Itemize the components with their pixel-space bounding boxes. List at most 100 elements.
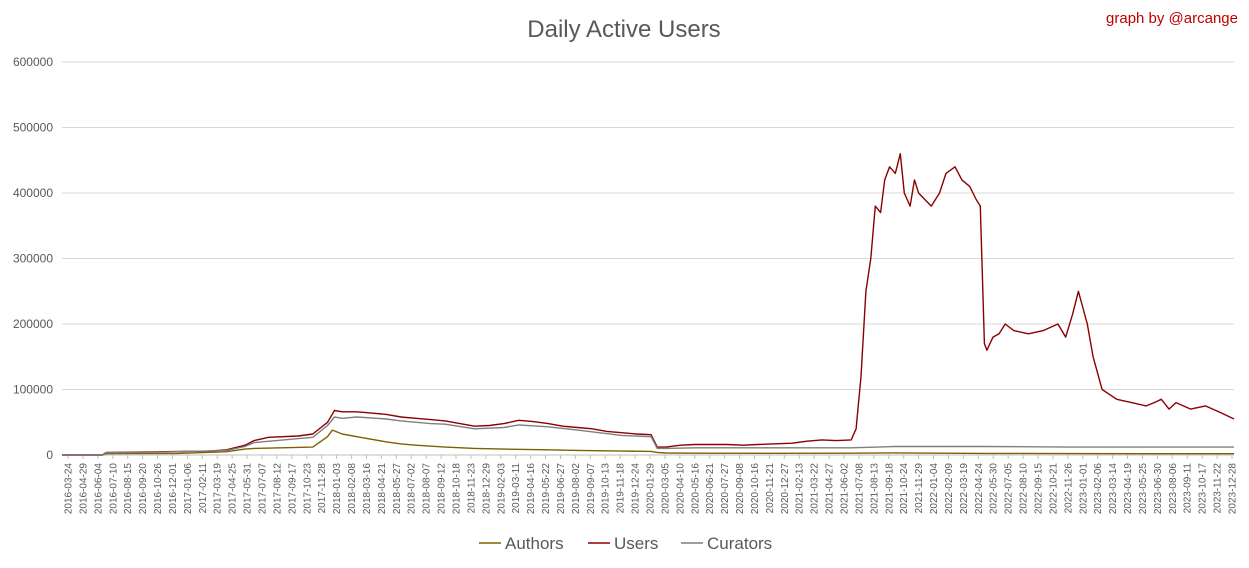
- x-tick-label: 2019-05-22: [541, 463, 552, 515]
- x-tick-label: 2023-08-06: [1168, 463, 1179, 515]
- x-tick-label: 2022-02-09: [944, 463, 955, 515]
- x-tick-label: 2021-04-27: [825, 463, 836, 515]
- x-tick-label: 2017-10-23: [302, 463, 313, 515]
- x-tick-label: 2023-03-14: [1108, 463, 1119, 515]
- x-tick-label: 2018-12-29: [481, 463, 492, 515]
- x-tick-label: 2018-04-21: [377, 463, 388, 515]
- x-tick-label: 2020-12-27: [780, 463, 791, 515]
- x-tick-label: 2022-11-26: [1063, 463, 1074, 514]
- x-tick-label: 2016-06-04: [93, 463, 104, 515]
- y-tick-label: 300000: [13, 252, 53, 266]
- legend: Authors Users Curators: [479, 534, 772, 553]
- series-line-authors: [62, 429, 1235, 456]
- x-tick-label: 2020-01-29: [646, 463, 657, 515]
- x-tick-label: 2020-06-21: [705, 463, 716, 515]
- x-tick-label: 2021-06-02: [840, 463, 851, 515]
- chart-credit: graph by @arcange: [1106, 10, 1238, 27]
- x-tick-label: 2021-11-29: [914, 463, 925, 514]
- x-tick-label: 2023-12-28: [1228, 463, 1239, 515]
- x-tick-label: 2022-04-24: [974, 463, 985, 515]
- x-tick-label: 2023-10-17: [1198, 463, 1209, 515]
- x-tick-label: 2023-11-22: [1213, 463, 1224, 514]
- x-tick-label: 2022-07-05: [1004, 463, 1015, 515]
- y-axis: 0 100000 200000 300000 400000 500000 600000: [13, 55, 53, 462]
- x-tick-label: 2018-10-18: [452, 463, 463, 515]
- x-tick-label: 2019-08-02: [571, 463, 582, 515]
- x-tick-label: 2021-02-13: [795, 463, 806, 515]
- x-tick-label: 2022-08-10: [1019, 463, 1030, 515]
- x-tick-label: 2022-09-15: [1034, 463, 1045, 515]
- x-tick-label: 2017-11-28: [317, 463, 328, 514]
- x-tick-label: 2016-12-01: [168, 463, 179, 515]
- x-tick-label: 2022-10-21: [1048, 463, 1059, 515]
- x-tick-label: 2017-09-17: [287, 463, 298, 515]
- x-tick-label: 2016-10-26: [153, 463, 164, 515]
- x-tick-label: 2019-10-13: [601, 463, 612, 515]
- x-tick-label: 2018-07-02: [407, 463, 418, 515]
- series-layer: [62, 152, 1235, 456]
- x-tick-label: 2018-08-07: [422, 463, 433, 515]
- x-axis: 2016-03-24 2016-04-29 2016-06-04 2016-07-10…: [62, 454, 1239, 515]
- x-tick-label: 2020-11-21: [765, 463, 776, 514]
- y-tick-label: 100000: [13, 383, 53, 397]
- series-line-users: [62, 152, 1235, 456]
- legend-label-authors: Authors: [505, 534, 564, 553]
- x-tick-label: 2023-06-30: [1153, 463, 1164, 515]
- x-tick-label: 2022-03-19: [959, 463, 970, 515]
- x-tick-label: 2020-03-05: [660, 463, 671, 515]
- x-tick-label: 2021-10-24: [899, 463, 910, 515]
- x-tick-label: 2017-03-19: [213, 463, 224, 515]
- x-tick-label: 2017-04-25: [228, 463, 239, 515]
- x-tick-label: 2016-03-24: [64, 463, 75, 515]
- x-tick-label: 2021-03-22: [810, 463, 821, 515]
- grid: [62, 61, 1234, 390]
- x-tick-label: 2019-02-03: [496, 463, 507, 515]
- y-tick-label: 500000: [13, 121, 53, 135]
- x-tick-label: 2018-03-16: [362, 463, 373, 515]
- x-tick-label: 2019-09-07: [586, 463, 597, 515]
- x-tick-label: 2018-01-03: [332, 463, 343, 515]
- x-tick-label: 2023-05-25: [1138, 463, 1149, 515]
- series-line-curators: [62, 416, 1234, 456]
- x-tick-label: 2021-07-08: [854, 463, 865, 515]
- legend-label-curators: Curators: [707, 534, 772, 553]
- x-tick-label: 2020-09-08: [735, 463, 746, 515]
- x-tick-label: 2017-08-12: [272, 463, 283, 515]
- x-tick-label: 2019-03-11: [511, 463, 522, 514]
- x-tick-label: 2020-05-16: [690, 463, 701, 515]
- x-tick-label: 2019-04-16: [526, 463, 537, 515]
- x-tick-label: 2020-07-27: [720, 463, 731, 515]
- x-tick-label: 2018-05-27: [392, 463, 403, 515]
- x-tick-label: 2021-09-18: [884, 463, 895, 515]
- x-tick-label: 2016-04-29: [78, 463, 89, 515]
- x-tick-label: 2018-11-23: [466, 463, 477, 514]
- x-tick-label: 2019-11-18: [616, 463, 627, 514]
- x-tick-label: 2023-01-01: [1078, 463, 1089, 515]
- x-tick-label: 2019-12-24: [631, 463, 642, 515]
- x-tick-label: 2022-01-04: [929, 463, 940, 515]
- x-tick-label: 2020-04-10: [675, 463, 686, 515]
- y-tick-label: 600000: [13, 55, 53, 69]
- x-tick-label: 2022-05-30: [989, 463, 1000, 515]
- x-tick-label: 2023-02-06: [1093, 463, 1104, 515]
- chart-title: Daily Active Users: [527, 16, 720, 43]
- y-tick-label: 400000: [13, 186, 53, 200]
- x-tick-label: 2017-01-06: [183, 463, 194, 515]
- x-tick-label: 2016-08-15: [123, 463, 134, 515]
- x-tick-label: 2018-02-08: [347, 463, 358, 515]
- x-tick-label: 2016-09-20: [138, 463, 149, 515]
- x-tick-label: 2021-08-13: [869, 463, 880, 515]
- x-tick-label: 2017-05-31: [243, 463, 254, 515]
- x-tick-label: 2018-09-12: [437, 463, 448, 515]
- x-tick-label: 2023-09-11: [1183, 463, 1194, 514]
- x-tick-label: 2020-10-16: [750, 463, 761, 515]
- x-tick-label: 2017-07-07: [258, 463, 269, 515]
- x-tick-label: 2017-02-11: [198, 463, 209, 514]
- legend-label-users: Users: [614, 534, 658, 553]
- x-tick-label: 2019-06-27: [556, 463, 567, 515]
- y-tick-label: 200000: [13, 317, 53, 331]
- y-tick-label: 0: [46, 448, 53, 462]
- x-tick-label: 2016-07-10: [108, 463, 119, 515]
- x-tick-label: 2023-04-19: [1123, 463, 1134, 515]
